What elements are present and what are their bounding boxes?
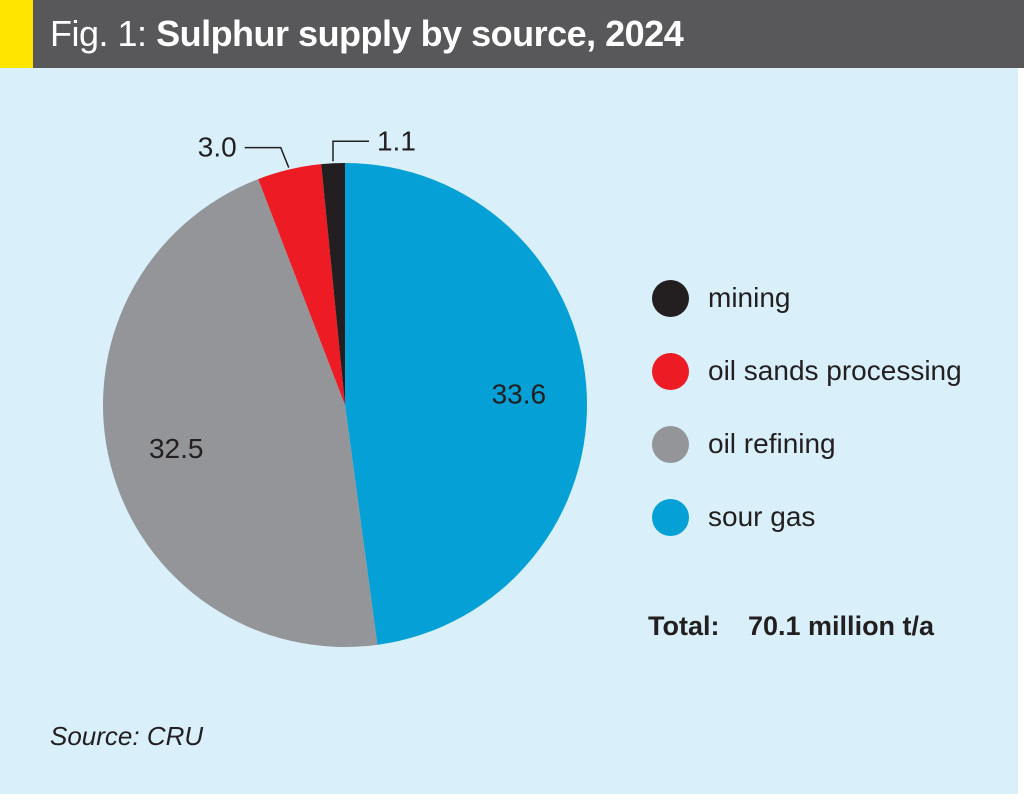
total-row: Total: 70.1 million t/a <box>648 610 934 642</box>
pie-slices <box>103 163 587 647</box>
legend-label-sour-gas: sour gas <box>708 501 816 532</box>
data-label-mining: 1.1 <box>377 125 416 156</box>
figure-header: Fig. 1: Sulphur supply by source, 2024 <box>0 0 1024 68</box>
legend-swatch-oil-sands-processing <box>652 353 689 390</box>
pie-slice-sour-gas <box>345 163 587 645</box>
legend-swatch-mining <box>652 280 689 317</box>
data-label-sour-gas: 33.6 <box>492 378 547 409</box>
pie-data-labels: 33.6 32.5 3.0 1.1 <box>149 125 546 464</box>
total-label: Total: <box>648 611 720 641</box>
total-value: 70.1 million t/a <box>748 611 935 641</box>
legend-swatch-sour-gas <box>652 499 689 536</box>
figure-number: Fig. 1: <box>50 13 147 54</box>
legend-swatch-oil-refining <box>652 426 689 463</box>
data-label-oil-refining: 32.5 <box>149 433 204 464</box>
pie-callout-lines <box>244 140 369 168</box>
data-label-oil-sands-processing: 3.0 <box>198 132 237 163</box>
header-accent-bar <box>0 0 33 68</box>
legend-label-mining: mining <box>708 282 791 313</box>
callout-line-mining <box>332 140 369 162</box>
legend-label-oil-sands-processing: oil sands processing <box>708 355 962 386</box>
source-note: Source: CRU <box>50 721 204 751</box>
legend-label-oil-refining: oil refining <box>708 428 836 459</box>
pie-slice-oil-sands-processing <box>258 164 345 405</box>
pie-slice-mining <box>321 163 345 405</box>
callout-line-oil-sands-processing <box>244 146 290 168</box>
figure-title-text: Sulphur supply by source, 2024 <box>156 13 684 54</box>
pie-slice-oil-refining <box>103 179 378 647</box>
figure-title: Fig. 1: Sulphur supply by source, 2024 <box>50 13 684 54</box>
